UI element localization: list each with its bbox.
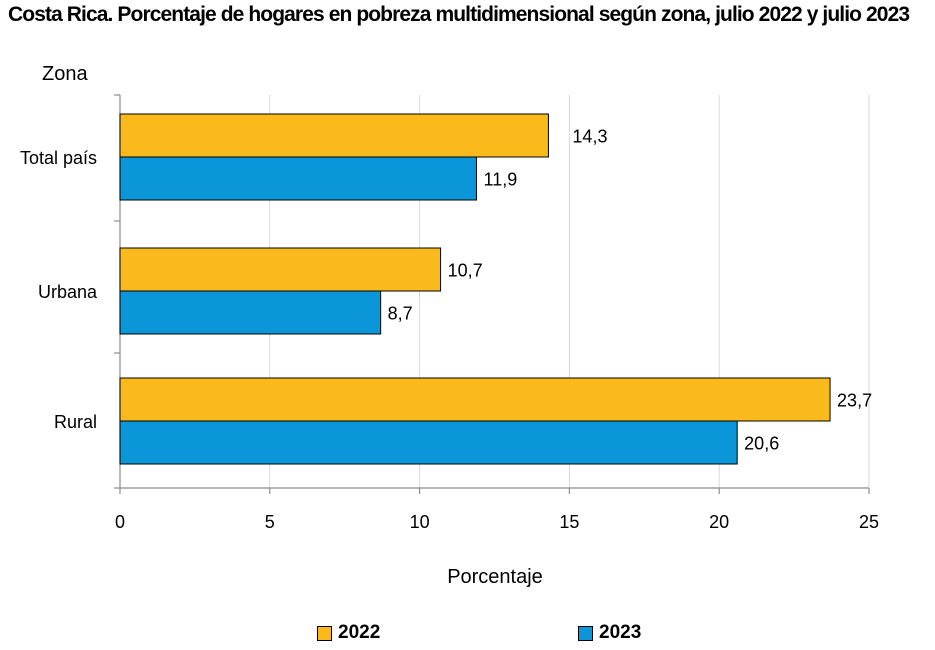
bar-rural-2023 [119, 420, 738, 465]
data-label-urbana-2023: 8,7 [388, 304, 413, 324]
x-tick-label-0: 0 [115, 512, 125, 532]
x-tick-label-20: 20 [709, 512, 729, 532]
bar-chart: 0 5 10 15 20 25 Total país Urbana Rural 14,3 10,7 2… [20, 94, 879, 532]
x-axis-label: Porcentaje [447, 566, 543, 588]
bar-urbana-2023 [119, 290, 382, 335]
y-axis-label: Zona [42, 63, 88, 85]
legend-item-2023: 2023 [578, 622, 641, 644]
data-label-rural-2023: 20,6 [744, 434, 779, 454]
bar-urbana-2022 [119, 247, 442, 292]
x-tick-label-5: 5 [265, 512, 275, 532]
legend-label-2022: 2022 [338, 622, 381, 643]
bar-rural-2022 [119, 377, 831, 422]
x-tick-label-25: 25 [859, 512, 879, 532]
category-label-rural: Rural [54, 412, 97, 432]
data-label-total-pais-2023: 11,9 [484, 170, 518, 190]
data-label-total-pais-2022: 14,3 [572, 127, 607, 147]
x-tick-label-15: 15 [559, 512, 579, 532]
legend-swatch-2023 [578, 625, 593, 641]
bar-total-pais-2023 [119, 156, 478, 201]
category-label-total-pais: Total país [20, 148, 97, 168]
category-label-urbana: Urbana [38, 282, 98, 302]
chart-title: Costa Rica. Porcentaje de hogares en pob… [8, 3, 910, 26]
data-label-urbana-2022: 10,7 [448, 261, 483, 281]
legend-swatch-2022 [317, 625, 332, 641]
data-label-rural-2022: 23,7 [837, 391, 872, 411]
legend-label-2023: 2023 [599, 622, 642, 643]
legend-item-2022: 2022 [317, 622, 380, 644]
x-tick-label-10: 10 [410, 512, 430, 532]
bar-total-pais-2022 [119, 113, 549, 158]
